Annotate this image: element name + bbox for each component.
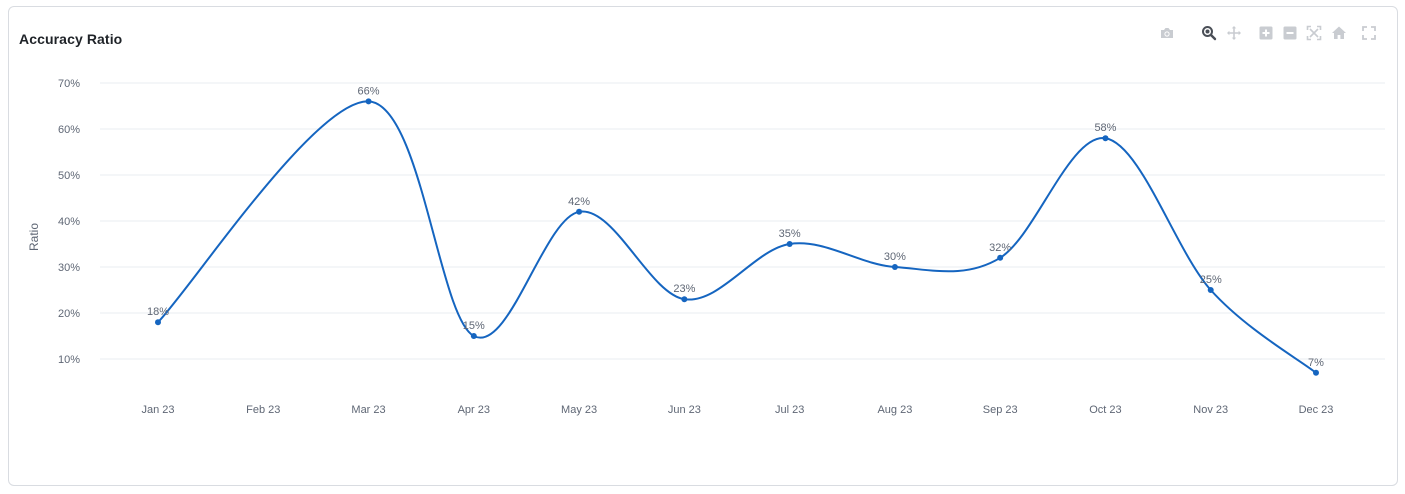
autoscale-icon[interactable] (1305, 24, 1323, 42)
data-label: 15% (463, 320, 485, 332)
data-label: 23% (673, 283, 695, 295)
zoom-out-icon[interactable] (1281, 24, 1299, 42)
x-tick-label: Apr 23 (458, 404, 490, 416)
y-tick-label: 10% (58, 354, 80, 366)
data-point (1313, 369, 1319, 376)
data-label: 42% (568, 196, 590, 208)
data-label: 66% (358, 85, 380, 97)
data-label: 18% (147, 306, 169, 318)
camera-icon[interactable] (1158, 24, 1176, 42)
chart-card (8, 6, 1398, 486)
fullscreen-icon[interactable] (1360, 24, 1378, 42)
x-tick-label: Oct 23 (1089, 404, 1121, 416)
data-point (997, 254, 1004, 261)
series-line (157, 100, 1317, 374)
data-point (1207, 287, 1214, 293)
data-label: 30% (884, 251, 906, 263)
x-tick-label: Jan 23 (141, 404, 174, 416)
pan-icon[interactable] (1225, 24, 1243, 42)
data-point (576, 208, 583, 215)
chart-title: Accuracy Ratio (19, 31, 123, 47)
data-point (365, 98, 372, 105)
data-label: 7% (1308, 357, 1324, 369)
data-labels: 18% 66% 15% 42% 23% 35% 30% 32% 58% 25% 7% (147, 85, 1324, 368)
data-label: 32% (989, 242, 1011, 254)
data-point (786, 241, 793, 247)
x-tick-label: Dec 23 (1299, 404, 1334, 416)
y-tick-label: 70% (58, 78, 80, 90)
data-label: 25% (1200, 274, 1222, 286)
x-tick-label: Jul 23 (775, 404, 804, 416)
data-point (891, 264, 898, 270)
x-tick-label: Aug 23 (877, 404, 912, 416)
y-tick-label: 60% (58, 124, 80, 136)
zoom-in-icon[interactable] (1257, 24, 1275, 42)
zoom-icon[interactable] (1200, 24, 1218, 42)
x-tick-label: Nov 23 (1193, 404, 1228, 416)
y-tick-label: 30% (58, 262, 80, 274)
x-tick-label: Jun 23 (668, 404, 701, 416)
data-point (470, 333, 477, 339)
x-axis-ticks: Jan 23 Feb 23 Mar 23 Apr 23 May 23 Jun 23 Jul … (141, 404, 1333, 416)
home-icon[interactable] (1330, 24, 1348, 42)
data-label: 35% (779, 228, 801, 240)
data-point (1102, 135, 1109, 142)
x-tick-label: May 23 (561, 404, 597, 416)
y-tick-label: 50% (58, 170, 80, 182)
data-label: 58% (1094, 122, 1116, 134)
data-point (155, 319, 161, 326)
y-tick-label: 40% (58, 216, 80, 228)
data-point (681, 296, 688, 303)
y-axis-ticks: 10% 20% 30% 40% 50% 60% 70% (58, 78, 80, 366)
x-tick-label: Sep 23 (983, 404, 1018, 416)
grid-lines (100, 82, 1385, 360)
y-tick-label: 20% (58, 308, 80, 320)
x-tick-label: Feb 23 (246, 404, 280, 416)
x-tick-label: Mar 23 (351, 404, 385, 416)
y-axis-title: Ratio (27, 223, 41, 251)
data-points (155, 98, 1319, 376)
